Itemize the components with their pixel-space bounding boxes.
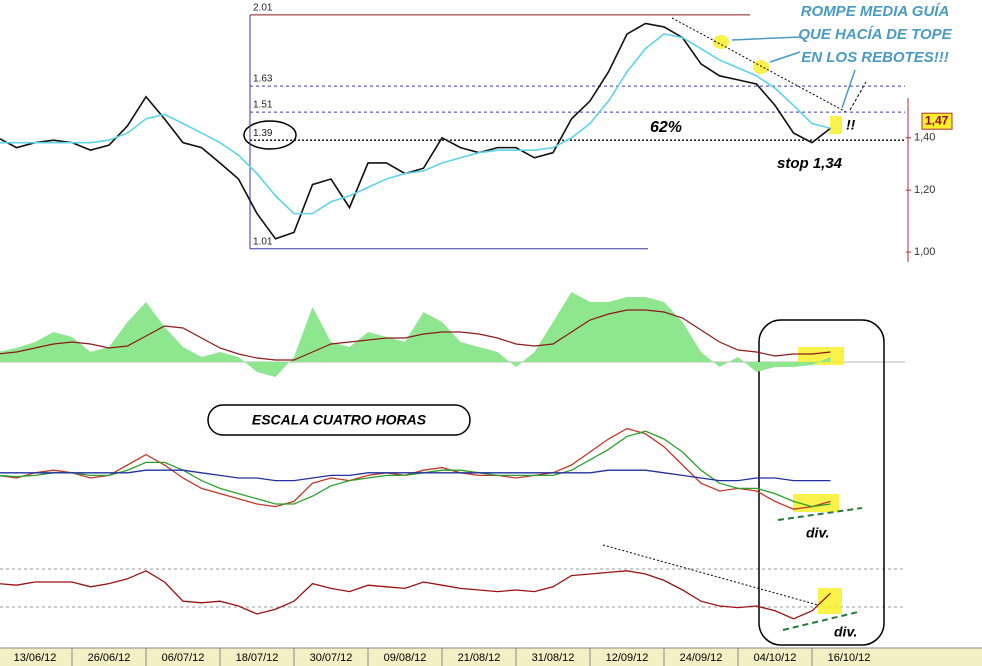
arrow bbox=[731, 36, 801, 41]
x-tick-label: 18/07/12 bbox=[236, 652, 279, 664]
highlight-ellipse bbox=[243, 120, 297, 150]
last-price-label: 1,47 bbox=[925, 113, 949, 127]
x-tick-label: 04/10/12 bbox=[754, 652, 797, 664]
series-line bbox=[0, 430, 831, 508]
trend-line bbox=[602, 544, 819, 606]
date-axis-band bbox=[0, 648, 982, 666]
annotation: EN LOS REBOTES!!! bbox=[801, 49, 949, 66]
annotation: stop 1,34 bbox=[777, 155, 843, 172]
series-line bbox=[0, 469, 831, 482]
fib-label: 2.01 bbox=[253, 3, 273, 14]
trend-line bbox=[671, 17, 847, 113]
x-tick-label: 30/07/12 bbox=[310, 652, 353, 664]
highlight bbox=[830, 116, 842, 134]
fib-label: 1.39 bbox=[253, 128, 273, 139]
highlight bbox=[753, 60, 769, 74]
x-tick-label: 16/10/12 bbox=[828, 652, 871, 664]
x-tick-label: 31/08/12 bbox=[532, 652, 575, 664]
annotation: div. bbox=[834, 624, 857, 640]
series-line bbox=[0, 33, 831, 215]
annotation: QUE HACÍA DE TOPE bbox=[798, 26, 952, 43]
last-price-box bbox=[921, 112, 953, 130]
arrow bbox=[849, 81, 867, 111]
series-area bbox=[0, 292, 831, 377]
series-line bbox=[0, 570, 831, 620]
highlight bbox=[713, 35, 729, 49]
arrow bbox=[841, 69, 856, 109]
fib-label: 1.63 bbox=[253, 74, 273, 85]
highlight bbox=[798, 347, 844, 365]
x-tick-label: 12/09/12 bbox=[606, 652, 649, 664]
fib-label: 1.01 bbox=[253, 236, 273, 247]
trend-line bbox=[782, 611, 859, 631]
x-tick-label: 24/09/12 bbox=[680, 652, 723, 664]
series-line bbox=[0, 309, 831, 361]
y-tick-label: 1,20 bbox=[914, 184, 935, 196]
annotation: !! bbox=[846, 117, 856, 133]
highlight-box bbox=[758, 319, 885, 646]
arrow bbox=[769, 51, 801, 63]
y-tick-label: 1,00 bbox=[914, 246, 935, 258]
annotation: ESCALA CUATRO HORAS bbox=[252, 412, 427, 428]
trend-line bbox=[777, 507, 863, 521]
series-line bbox=[0, 427, 831, 510]
annotation: 62% bbox=[650, 119, 682, 136]
series-line bbox=[0, 22, 831, 240]
x-tick-label: 09/08/12 bbox=[384, 652, 427, 664]
label-box bbox=[207, 404, 471, 436]
annotation: ROMPE MEDIA GUÍA bbox=[801, 3, 950, 20]
annotation: div. bbox=[806, 525, 829, 541]
fib-label: 1.51 bbox=[253, 100, 273, 111]
x-tick-label: 26/06/12 bbox=[88, 652, 131, 664]
x-tick-label: 06/07/12 bbox=[162, 652, 205, 664]
y-tick-label: 1,40 bbox=[914, 132, 935, 144]
x-tick-label: 21/08/12 bbox=[458, 652, 501, 664]
x-tick-label: 13/06/12 bbox=[14, 652, 57, 664]
